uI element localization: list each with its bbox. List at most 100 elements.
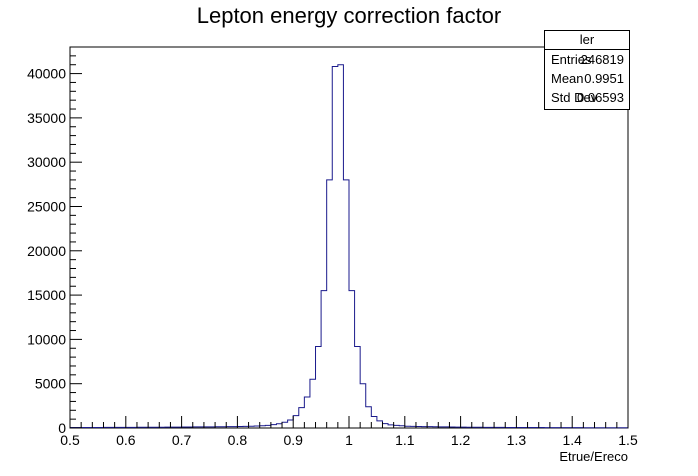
histogram-bin — [511, 427, 517, 428]
histogram-bin — [299, 408, 305, 428]
histogram-bin — [87, 427, 93, 428]
histogram-bin — [293, 416, 299, 428]
histogram-bin — [98, 427, 104, 428]
histogram-bin — [265, 425, 271, 428]
histogram-bin — [438, 427, 444, 428]
histogram-bin — [360, 384, 366, 428]
stats-row-stddev: Std Dev 0.06593 — [545, 88, 629, 107]
stats-label: Mean — [551, 71, 584, 86]
stats-value: 0.06593 — [577, 90, 624, 105]
histogram-bin — [494, 427, 500, 428]
y-tick-label: 5000 — [35, 376, 66, 392]
histogram-bin — [282, 422, 288, 428]
histogram-bin — [327, 180, 333, 428]
histogram-bin — [249, 426, 255, 428]
histogram-bin — [343, 180, 349, 428]
histogram-bin — [198, 427, 204, 428]
histogram-bin — [321, 291, 327, 428]
x-tick-label: 0.5 — [60, 432, 80, 448]
histogram-bin — [226, 427, 232, 428]
stats-label: Entries — [551, 52, 592, 67]
histogram-bin — [461, 427, 467, 428]
histogram-bin — [449, 427, 455, 428]
histogram-bin — [288, 420, 294, 428]
histogram-bin — [382, 424, 388, 428]
histogram-bin — [154, 427, 160, 428]
histogram-bin — [237, 426, 243, 428]
histogram-bin — [232, 427, 238, 428]
histogram-bin — [355, 346, 361, 428]
histogram-bin — [204, 427, 210, 428]
histogram-bin — [349, 291, 355, 428]
x-tick-label: 0.8 — [228, 432, 248, 448]
histogram-bin — [332, 66, 338, 428]
histogram-bin — [131, 427, 137, 428]
histogram-bin — [472, 427, 478, 428]
histogram-bin — [466, 427, 472, 428]
histogram-bin — [215, 427, 221, 428]
histogram-bin — [371, 416, 377, 428]
y-tick-label: 40000 — [27, 66, 66, 82]
histogram-bin — [137, 427, 143, 428]
stats-value: 0.9951 — [584, 71, 624, 86]
histogram-bin — [92, 427, 98, 428]
histogram-bin — [505, 427, 511, 428]
stats-box-title: ler — [545, 31, 629, 50]
x-tick-label: 0.7 — [172, 432, 192, 448]
histogram-bin — [410, 426, 416, 428]
x-tick-label: 1.4 — [562, 432, 582, 448]
histogram-bin — [276, 424, 282, 428]
histogram-bin — [165, 427, 171, 428]
histogram-bin — [187, 427, 193, 428]
stats-row-mean: Mean 0.9951 — [545, 69, 629, 88]
histogram-bin — [221, 427, 227, 428]
x-tick-label: 0.9 — [283, 432, 303, 448]
x-axis-title: Etrue/Ereco — [559, 449, 628, 464]
histogram-bin — [310, 379, 316, 428]
x-tick-label: 0.6 — [116, 432, 136, 448]
y-tick-label: 25000 — [27, 198, 66, 214]
histogram-bin — [377, 421, 383, 428]
histogram-bin — [170, 427, 176, 428]
histogram-bin — [433, 427, 439, 428]
y-tick-label: 10000 — [27, 331, 66, 347]
histogram-bin — [500, 427, 506, 428]
histogram-bin — [338, 65, 344, 428]
stats-label: Std Dev — [551, 90, 598, 105]
histogram-bin — [126, 427, 132, 428]
histogram-bin — [489, 427, 495, 428]
histogram-bin — [304, 397, 310, 428]
histogram-bin — [394, 425, 400, 428]
histogram-bin — [444, 427, 450, 428]
histogram-bin — [143, 427, 149, 428]
histogram-bin — [254, 426, 260, 428]
y-tick-label: 15000 — [27, 287, 66, 303]
stats-row-entries: Entries 246819 — [545, 50, 629, 69]
histogram-bin — [115, 427, 121, 428]
x-tick-label: 1.5 — [618, 432, 638, 448]
x-tick-label: 1.1 — [395, 432, 415, 448]
y-tick-label: 0 — [58, 420, 66, 436]
histogram-bin — [483, 427, 489, 428]
histogram-bin — [316, 346, 322, 428]
histogram-bin — [422, 427, 428, 428]
histogram-bin — [366, 407, 372, 428]
histogram-bin — [243, 426, 249, 428]
histogram-bin — [182, 427, 188, 428]
histogram-bin — [405, 426, 411, 428]
x-tick-label: 1.3 — [507, 432, 527, 448]
histogram-bin — [455, 427, 461, 428]
histogram-bin — [120, 427, 126, 428]
histogram-bin — [176, 427, 182, 428]
histogram-bin — [148, 427, 154, 428]
x-tick-label: 1.2 — [451, 432, 471, 448]
histogram-bin — [109, 427, 115, 428]
histogram-bin — [477, 427, 483, 428]
histogram-bin — [193, 427, 199, 428]
histogram-bin — [427, 427, 433, 428]
stats-box: ler Entries 246819 Mean 0.9951 Std Dev 0… — [544, 30, 630, 110]
chart-title: Lepton energy correction factor — [196, 3, 502, 28]
histogram-bin — [103, 427, 109, 428]
histogram-bin — [271, 425, 277, 428]
